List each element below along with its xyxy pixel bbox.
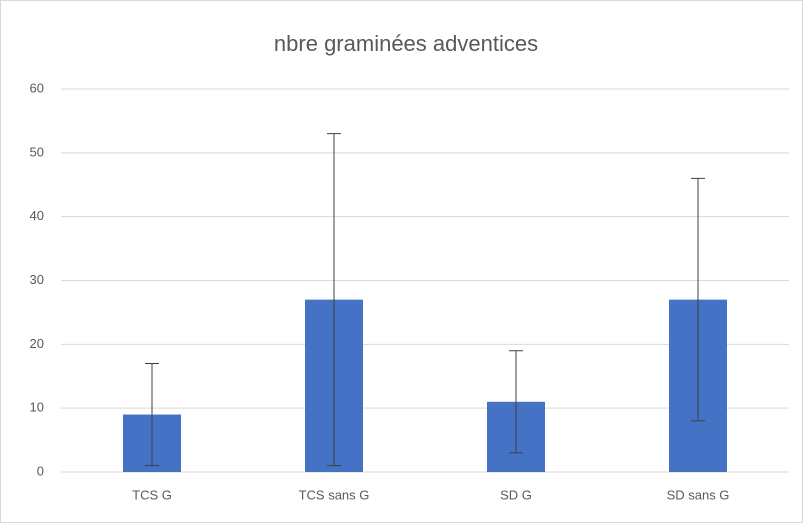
y-tick-label: 60: [30, 80, 44, 95]
x-tick-label: SD G: [500, 487, 532, 502]
y-tick-label: 40: [30, 208, 44, 223]
y-tick-label: 20: [30, 336, 44, 351]
x-tick-label: TCS G: [132, 487, 172, 502]
x-tick-label: TCS sans G: [299, 487, 370, 502]
error-bar: [327, 133, 341, 467]
y-tick-label: 50: [30, 144, 44, 159]
chart-title: nbre graminées adventices: [274, 31, 538, 56]
x-tick-label: SD sans G: [667, 487, 730, 502]
y-tick-label: 30: [30, 272, 44, 287]
y-tick-label: 0: [37, 463, 44, 478]
error-bar: [691, 177, 705, 422]
error-bar: [509, 350, 523, 454]
y-tick-label: 10: [30, 400, 44, 415]
error-bar: [145, 362, 159, 467]
